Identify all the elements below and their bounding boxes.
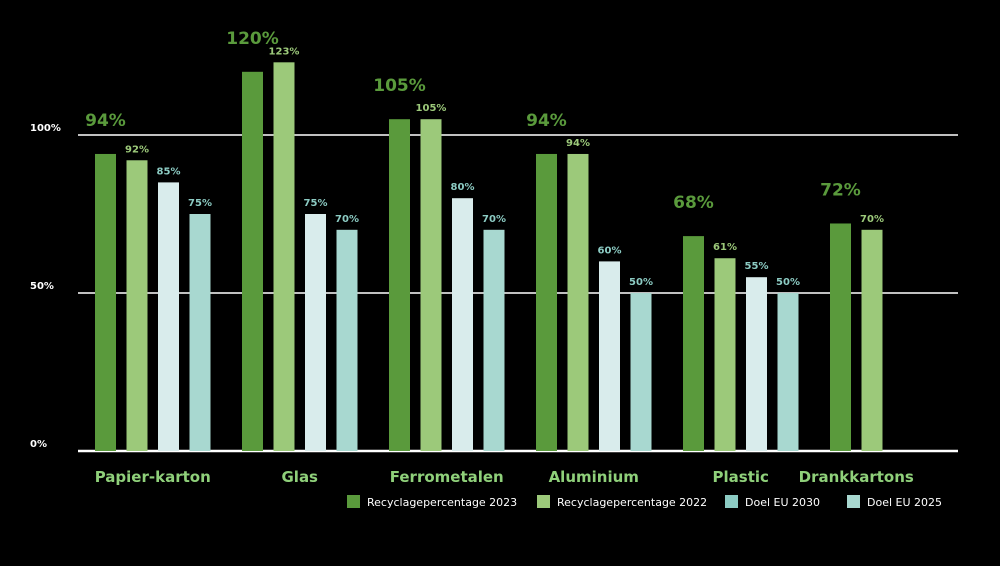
category-label: Drankkartons [799, 468, 914, 486]
bar-glas-0 [242, 71, 263, 452]
data-label: 75% [304, 198, 328, 209]
category-label: Glas [281, 468, 318, 486]
legend-label: Doel EU 2025 [867, 496, 942, 509]
y-tick-label: 50% [30, 281, 54, 292]
bar-plastic-1 [714, 258, 736, 451]
bar-papier-karton-2 [158, 182, 179, 451]
data-label: 105% [416, 103, 447, 114]
legend-swatch [537, 495, 550, 508]
bar-drankkartons-0 [830, 223, 851, 451]
category-label: Ferrometalen [390, 468, 504, 486]
legend-label: Doel EU 2030 [745, 496, 820, 509]
data-label: 80% [451, 182, 475, 193]
data-label: 105% [373, 76, 426, 96]
bar-glas-1 [273, 62, 295, 451]
category-label: Aluminium [549, 468, 639, 486]
bar-papier-karton-0 [95, 153, 116, 451]
bar-aluminium-3 [630, 293, 652, 451]
legend-swatch [847, 495, 860, 508]
bar-plastic-0 [683, 236, 704, 451]
bar-papier-karton-3 [189, 214, 211, 451]
bar-aluminium-2 [599, 261, 620, 451]
data-label: 120% [226, 29, 279, 49]
legend-swatch [725, 495, 738, 508]
data-label: 85% [157, 166, 181, 177]
data-label: 61% [713, 242, 737, 253]
data-label: 50% [776, 277, 800, 288]
data-label: 94% [526, 111, 567, 131]
legend-label: Recyclagepercentage 2023 [367, 496, 517, 509]
data-label: 60% [598, 245, 622, 256]
legend-label: Recyclagepercentage 2022 [557, 496, 707, 509]
data-label: 70% [482, 214, 506, 225]
bar-ferrometalen-1 [420, 119, 442, 451]
bar-aluminium-1 [567, 153, 589, 451]
data-label: 70% [335, 214, 359, 225]
data-label: 68% [673, 193, 714, 213]
bar-ferrometalen-3 [483, 229, 505, 451]
bar-drankkartons-1 [861, 229, 883, 451]
y-tick-label: 0% [30, 439, 47, 450]
data-label: 70% [860, 214, 884, 225]
bar-aluminium-0 [536, 153, 557, 451]
data-label: 50% [629, 277, 653, 288]
bar-plastic-2 [746, 277, 767, 451]
data-label: 75% [188, 198, 212, 209]
category-label: Papier-karton [95, 468, 211, 486]
data-label: 94% [85, 111, 126, 131]
category-label: Plastic [713, 468, 769, 486]
bar-glas-3 [336, 229, 358, 451]
data-label: 123% [269, 46, 300, 57]
legend-swatch [347, 495, 360, 508]
bar-papier-karton-1 [126, 160, 148, 451]
bar-plastic-3 [777, 293, 799, 451]
bar-ferrometalen-0 [389, 119, 410, 451]
bar-ferrometalen-2 [452, 198, 473, 451]
data-label: 92% [125, 144, 149, 155]
y-tick-label: 100% [30, 123, 61, 134]
data-label: 94% [566, 138, 590, 149]
data-label: 72% [820, 180, 861, 200]
data-label: 55% [745, 261, 769, 272]
bar-glas-2 [305, 214, 326, 451]
